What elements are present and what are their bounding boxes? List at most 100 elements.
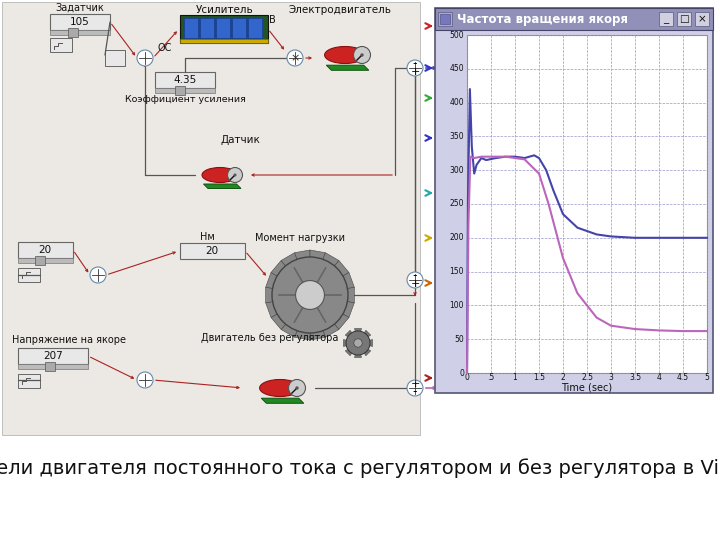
Bar <box>232 18 246 38</box>
Polygon shape <box>323 253 339 266</box>
Text: Нм: Нм <box>200 232 215 242</box>
Text: 2.5: 2.5 <box>581 374 593 382</box>
Bar <box>677 12 691 26</box>
Text: 105: 105 <box>70 17 90 27</box>
Text: Time (sec): Time (sec) <box>562 383 613 393</box>
Text: 1: 1 <box>513 374 518 382</box>
Bar <box>175 86 185 95</box>
Text: 350: 350 <box>449 132 464 141</box>
Polygon shape <box>310 330 325 340</box>
Polygon shape <box>271 314 286 329</box>
Text: ×: × <box>698 14 706 24</box>
Bar <box>695 12 709 26</box>
Polygon shape <box>204 184 241 188</box>
Text: 20: 20 <box>38 245 52 255</box>
Text: +: + <box>410 67 420 77</box>
Bar <box>18 242 73 258</box>
Text: +: + <box>410 279 420 289</box>
Bar <box>435 8 713 30</box>
Circle shape <box>90 267 106 283</box>
Bar <box>50 14 110 30</box>
Circle shape <box>407 380 423 396</box>
Polygon shape <box>345 349 352 356</box>
Polygon shape <box>281 253 297 266</box>
Text: -: - <box>413 269 418 282</box>
Bar <box>35 256 45 265</box>
Text: 1.5: 1.5 <box>533 374 545 382</box>
Circle shape <box>228 167 243 183</box>
Bar <box>438 12 452 26</box>
Text: Усилитель: Усилитель <box>196 5 254 15</box>
Ellipse shape <box>325 46 366 64</box>
Circle shape <box>287 50 303 66</box>
Bar <box>248 18 262 38</box>
Polygon shape <box>354 328 361 332</box>
Text: +: + <box>410 379 420 389</box>
Polygon shape <box>294 330 310 340</box>
Circle shape <box>296 281 325 309</box>
Bar <box>18 268 40 282</box>
Text: 200: 200 <box>449 233 464 242</box>
Text: 4.35: 4.35 <box>174 75 197 85</box>
Circle shape <box>354 46 371 64</box>
Bar <box>18 348 88 364</box>
Bar <box>2 2 420 435</box>
Polygon shape <box>343 340 346 347</box>
Text: Момент нагрузки: Момент нагрузки <box>255 233 345 243</box>
Text: Напряжение на якоре: Напряжение на якоре <box>12 335 126 345</box>
Ellipse shape <box>260 380 300 396</box>
Bar <box>180 15 268 43</box>
Polygon shape <box>345 330 352 337</box>
Text: Электродвигатель: Электродвигатель <box>289 5 392 15</box>
Polygon shape <box>369 340 372 347</box>
Polygon shape <box>266 287 273 303</box>
Text: Коэффициент усиления: Коэффициент усиления <box>125 96 246 105</box>
Circle shape <box>137 50 153 66</box>
Bar <box>18 258 73 263</box>
Text: В: В <box>269 15 275 25</box>
Text: 5: 5 <box>705 374 709 382</box>
Bar <box>155 72 215 88</box>
Circle shape <box>295 386 299 390</box>
Text: ОС: ОС <box>157 43 171 53</box>
Polygon shape <box>334 260 349 276</box>
Polygon shape <box>294 250 310 259</box>
Text: 450: 450 <box>449 64 464 73</box>
Circle shape <box>354 339 362 347</box>
Text: 2: 2 <box>561 374 565 382</box>
Polygon shape <box>310 250 325 259</box>
Circle shape <box>233 173 236 177</box>
Text: 250: 250 <box>449 199 464 208</box>
Text: 3: 3 <box>608 374 613 382</box>
Text: Задатчик: Задатчик <box>55 3 104 13</box>
Polygon shape <box>364 330 371 337</box>
Text: 207: 207 <box>43 351 63 361</box>
Circle shape <box>289 380 305 396</box>
Bar <box>18 374 40 388</box>
Text: Модели двигателя постоянного тока с регулятором и без регулятора в VisSim: Модели двигателя постоянного тока с регу… <box>0 458 720 478</box>
Text: Датчик: Датчик <box>220 135 260 145</box>
Polygon shape <box>364 349 371 356</box>
Polygon shape <box>354 355 361 357</box>
Text: .5: .5 <box>487 374 495 382</box>
Text: □: □ <box>679 14 689 24</box>
Bar <box>180 243 245 259</box>
Bar <box>50 30 110 35</box>
Ellipse shape <box>202 167 238 183</box>
Bar <box>216 18 230 38</box>
Text: 150: 150 <box>449 267 464 276</box>
Circle shape <box>407 272 423 288</box>
Bar <box>105 50 125 66</box>
Polygon shape <box>266 273 277 288</box>
Bar <box>45 362 55 371</box>
Text: Частота вращения якоря: Частота вращения якоря <box>457 12 628 25</box>
Text: Двигатель без регулятора: Двигатель без регулятора <box>202 333 338 343</box>
Text: 4.5: 4.5 <box>677 374 689 382</box>
Bar <box>184 18 198 38</box>
Text: 500: 500 <box>449 30 464 39</box>
Polygon shape <box>348 287 354 303</box>
Circle shape <box>272 257 348 333</box>
Polygon shape <box>266 302 277 318</box>
Text: 3.5: 3.5 <box>629 374 641 382</box>
Text: 50: 50 <box>454 335 464 343</box>
